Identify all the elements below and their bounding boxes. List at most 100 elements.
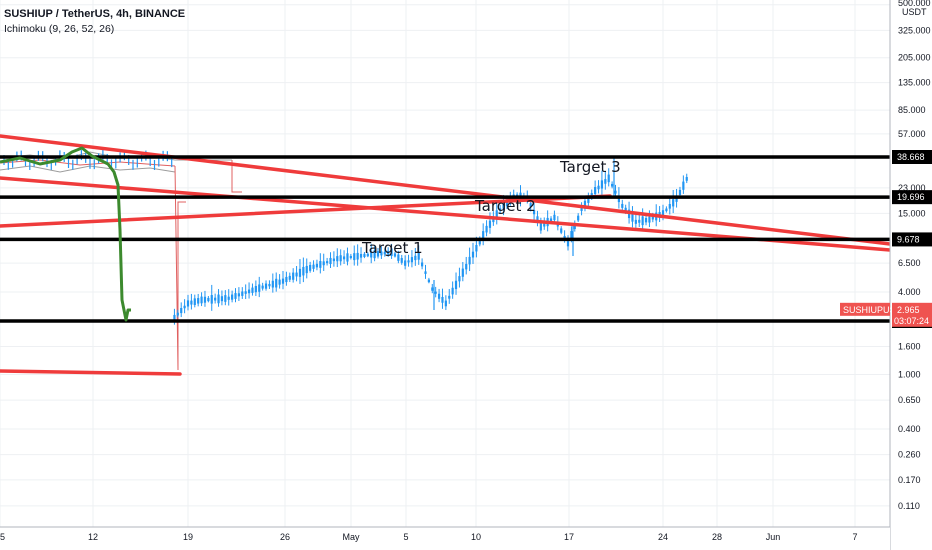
candle-body xyxy=(200,296,203,304)
candle-body xyxy=(210,295,213,304)
time-tick-label: 26 xyxy=(280,532,290,542)
candle-body xyxy=(553,214,556,221)
candle-body xyxy=(407,260,410,263)
candle-body xyxy=(539,222,542,231)
candle-body xyxy=(387,250,390,255)
candle-body xyxy=(631,214,634,222)
time-tick-label: Jun xyxy=(766,532,781,542)
candle-body xyxy=(488,220,492,228)
candle-body xyxy=(454,280,458,290)
candle-body xyxy=(302,266,305,276)
candle-body xyxy=(224,295,227,302)
trendline-rising xyxy=(0,194,612,228)
candle-body xyxy=(434,291,437,294)
candle-body xyxy=(247,289,251,294)
annotations: Target 1 Target 2 Target 3 xyxy=(361,158,621,257)
candle-body xyxy=(173,314,176,321)
indicator-label[interactable]: Ichimoku (9, 26, 52, 26) xyxy=(4,23,115,35)
candle-body xyxy=(319,261,322,268)
candle-body xyxy=(444,300,447,307)
price-tick-label: 500.000 xyxy=(898,0,931,8)
candle-body xyxy=(376,251,380,257)
candle-body xyxy=(404,260,407,266)
grid xyxy=(0,0,890,527)
candle-body xyxy=(326,261,329,264)
annotation-target-2: Target 2 xyxy=(474,197,536,215)
candle-body xyxy=(441,296,444,303)
time-tick-label: 17 xyxy=(564,532,574,542)
candle-body xyxy=(400,257,403,263)
candle-body xyxy=(197,298,200,304)
price-tag-bg xyxy=(892,302,932,327)
price-axis-unit: USDT xyxy=(902,7,927,17)
candle-body xyxy=(275,278,278,288)
price-tick-label: 0.110 xyxy=(898,501,920,511)
price-tick-label: 4.000 xyxy=(898,287,921,297)
candle-body xyxy=(502,203,505,209)
time-axis-bg xyxy=(0,527,890,550)
candle-body xyxy=(366,253,369,257)
candle-body xyxy=(339,255,342,262)
candle-body xyxy=(186,300,190,307)
candle-body xyxy=(678,189,682,196)
time-tick-label: May xyxy=(342,532,360,542)
price-tick-label: 23.000 xyxy=(898,183,926,193)
price-tick-label: 85.000 xyxy=(898,105,926,115)
candle-body xyxy=(176,312,179,316)
price-tick-label: 1.000 xyxy=(898,369,921,379)
time-tick-label: 5 xyxy=(0,532,5,542)
price-tick-label: 0.400 xyxy=(898,424,921,434)
candle-body xyxy=(675,196,678,202)
trendline-bottom xyxy=(0,369,182,376)
candle-body xyxy=(532,210,536,215)
price-tick-label: 0.170 xyxy=(898,475,921,485)
candle-body xyxy=(271,280,274,288)
trendlines xyxy=(0,134,892,376)
candle-body xyxy=(478,239,481,245)
price-tag-countdown: 03:07:24 xyxy=(894,316,929,326)
price-tick-label: 205.000 xyxy=(898,53,931,63)
candle-body xyxy=(190,300,193,305)
candle-body xyxy=(207,297,210,302)
price-tick-label: 325.000 xyxy=(898,25,931,35)
candle-body xyxy=(410,257,414,263)
level-tag-bg xyxy=(892,190,932,205)
candle-body xyxy=(482,231,485,240)
base-step-line xyxy=(231,160,242,193)
candle-body xyxy=(281,278,285,284)
level-tag-bg xyxy=(892,150,932,164)
candle-body xyxy=(614,190,617,194)
candle-body xyxy=(617,195,620,203)
candle-body xyxy=(529,203,532,207)
candle-body xyxy=(672,199,675,207)
candle-body xyxy=(292,272,295,280)
price-tick-label: 0.260 xyxy=(898,450,921,460)
time-axis[interactable]: 5 12 19 26 May 5 10 17 24 28 Jun 7 xyxy=(0,526,890,550)
candle-body xyxy=(217,294,220,304)
candle-body xyxy=(258,284,261,292)
candles xyxy=(173,158,688,325)
price-tag-value: 2.965 xyxy=(897,305,920,315)
candle-body xyxy=(621,203,624,208)
candle-body xyxy=(393,253,397,257)
candle-body xyxy=(261,285,264,289)
candle-body xyxy=(448,295,451,299)
candle-body xyxy=(634,219,637,224)
candle-body xyxy=(641,216,644,226)
candle-body xyxy=(278,279,281,285)
candle-body xyxy=(322,261,325,266)
time-tick-label: 10 xyxy=(471,532,481,542)
symbol-tag-bg xyxy=(840,302,890,316)
candle-body xyxy=(471,251,475,258)
candle-body xyxy=(298,268,302,277)
candle-body xyxy=(285,276,288,283)
candle-body xyxy=(353,253,356,261)
candle-body xyxy=(427,279,430,283)
candle-body xyxy=(594,186,597,195)
price-tick-label: 0.650 xyxy=(898,395,921,405)
candle-body xyxy=(336,256,339,262)
candle-body xyxy=(597,185,600,190)
horizontal-levels xyxy=(0,155,890,323)
